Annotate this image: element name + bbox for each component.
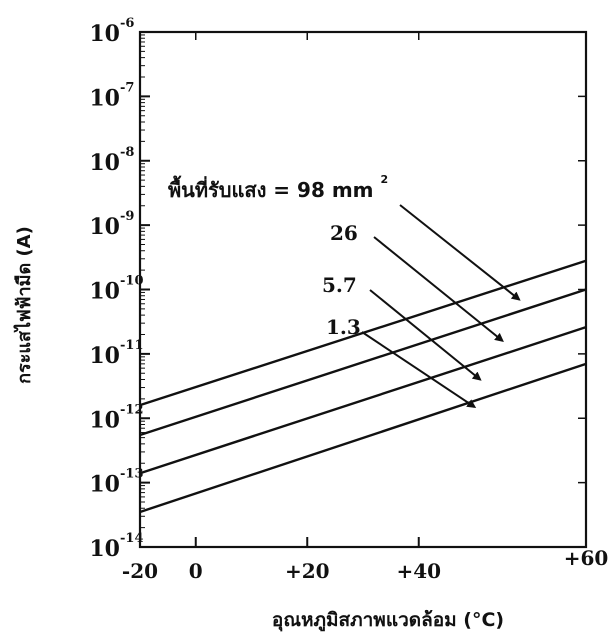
y-tick-exponent: -13 [120,467,144,482]
y-tick-base: 10 [89,150,120,176]
arrow-98 [399,204,521,301]
y-tick-base: 10 [89,343,120,369]
y-tick-base: 10 [89,21,120,47]
y-tick-exponent: -7 [120,80,134,95]
series-line-26 [139,288,587,437]
y-axis-label: กระแสไฟฟ้ามืด (A) [13,226,35,384]
y-tick-exponent: -12 [120,402,144,417]
y-tick-exponent: -6 [120,16,134,31]
series-label-1-3: 1.3 [326,315,361,339]
y-tick-base: 10 [89,85,120,111]
y-tick-label: 10 [89,85,120,111]
y-tick-label: 10 [89,279,120,305]
x-tick-label: +20 [285,559,330,583]
arrow-26 [373,236,504,342]
y-tick-base: 10 [89,407,120,433]
plot-frame [138,30,588,549]
y-tick-exponent: -10 [120,274,144,289]
y-tick-base: 10 [89,472,120,498]
annotation-arrows [361,204,521,409]
arrow-5-7 [369,289,482,381]
series-label-26: 26 [330,221,358,245]
y-tick-base: 10 [89,214,120,240]
y-tick-exponent: -11 [120,338,144,353]
series-line-5-7 [139,326,587,475]
x-tick-label: +60 [564,546,609,570]
arrow-1-3 [361,331,477,409]
y-tick-exponent: -8 [120,145,134,160]
area-annotation-unit-exponent: 2 [380,173,388,186]
y-tick-label: 10 [89,150,120,176]
y-tick-exponent: -9 [120,209,134,224]
x-axis-label: อุณหภูมิสภาพแวดล้อม (°C) [272,609,504,632]
y-tick-exponent: -14 [120,531,144,546]
x-tick-label: 0 [189,559,203,583]
y-tick-label: 10 [89,472,120,498]
area-annotation-text: พื้นที่รับแสง = 98 mm [168,175,374,202]
y-tick-label: 10 [89,407,120,433]
x-tick-label: +40 [396,559,441,583]
y-tick-label: 10 [89,343,120,369]
y-tick-base: 10 [89,279,120,305]
y-tick-base: 10 [89,536,120,562]
x-tick-label: -20 [122,559,158,583]
y-tick-label: 10 [89,21,120,47]
annotation-labels: พื้นที่รับแสง = 98 mm 2 26 5.7 1.3 [168,173,388,339]
series-line-1-3 [139,362,587,514]
y-tick-label: 10 [89,536,120,562]
area-annotation-title: พื้นที่รับแสง = 98 mm 2 [168,173,388,202]
series-label-5-7: 5.7 [322,273,357,297]
x-axis-ticks: -20 0 +20 +40 +60 [122,32,608,583]
y-tick-label: 10 [89,214,120,240]
